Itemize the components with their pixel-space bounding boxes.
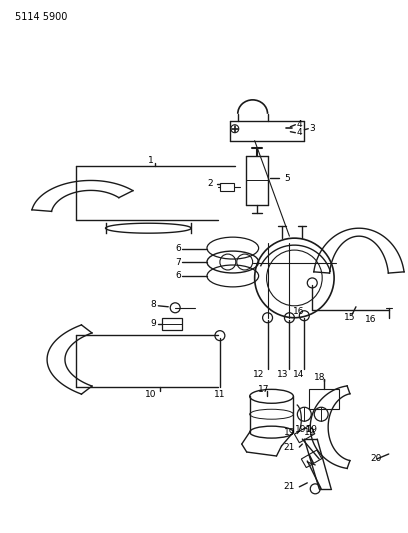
Bar [302, 450, 322, 467]
Text: 18: 18 [314, 373, 326, 382]
Bar [162, 318, 182, 330]
Text: 12: 12 [253, 370, 264, 379]
Bar [309, 389, 339, 409]
Text: 4: 4 [296, 120, 302, 129]
Text: 11: 11 [214, 390, 226, 399]
Text: 20: 20 [370, 455, 382, 464]
Text: 5114 5900: 5114 5900 [15, 12, 68, 22]
Text: 7: 7 [175, 257, 181, 266]
Text: 14: 14 [293, 370, 305, 379]
Text: 15: 15 [344, 313, 355, 322]
Text: 5: 5 [284, 174, 290, 183]
Text: 21: 21 [283, 482, 295, 491]
Text: 19: 19 [284, 427, 295, 437]
Text: 1: 1 [149, 156, 154, 165]
Text: 3: 3 [309, 124, 315, 133]
Text: 9: 9 [151, 319, 156, 328]
Bar [295, 425, 315, 443]
Text: 8: 8 [151, 300, 156, 309]
Text: 6: 6 [175, 271, 181, 280]
Text: 21: 21 [283, 442, 295, 451]
Text: 2: 2 [207, 179, 213, 188]
Text: 13: 13 [277, 370, 288, 379]
Bar [220, 183, 234, 191]
Text: 6: 6 [175, 244, 181, 253]
Text: 19: 19 [304, 427, 316, 437]
Text: 4: 4 [296, 128, 302, 137]
Text: 16: 16 [293, 307, 304, 316]
Text: 17: 17 [257, 385, 269, 394]
Text: 1919: 1919 [295, 425, 318, 434]
Text: 10: 10 [145, 390, 157, 399]
Text: 16: 16 [365, 315, 377, 324]
